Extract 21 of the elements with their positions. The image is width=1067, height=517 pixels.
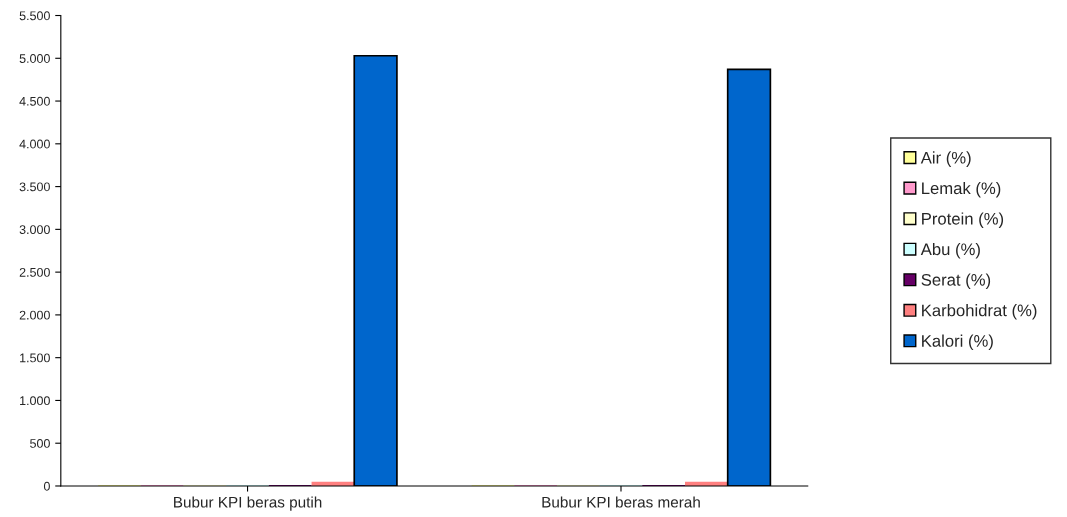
y-tick-label: 500 [30, 439, 50, 448]
y-tick-label: 5.000 [19, 54, 50, 63]
y-tick-label: 4.500 [19, 96, 50, 106]
y-tick-label: 2.000 [19, 310, 50, 320]
y-tick-label: 3.000 [19, 225, 50, 235]
y-tick-label: 4.000 [19, 139, 50, 149]
y-tick-label: 5.500 [19, 11, 50, 21]
x-tick-label: Bubur KPI beras putih [174, 496, 322, 511]
legend-label: Abu (%) [920, 242, 980, 259]
x-tick-label: Bubur KPI beras merah [542, 496, 700, 508]
y-tick-label: 1.000 [20, 396, 50, 406]
y-tick-label: 1.500 [20, 353, 50, 363]
legend-label: Protein (%) [922, 212, 1004, 228]
y-tick-label: 0 [43, 481, 50, 491]
y-tick-label: 3.500 [19, 182, 50, 192]
legend-label: Lemak (%) [922, 181, 1001, 198]
legend-label: Air (%) [920, 151, 971, 167]
legend-label: Karbohidrat (%) [922, 304, 1037, 320]
legend-label: Kalori (%) [922, 334, 993, 351]
legend-label: Serat (%) [921, 273, 991, 290]
y-tick-label: 2.500 [19, 267, 50, 277]
